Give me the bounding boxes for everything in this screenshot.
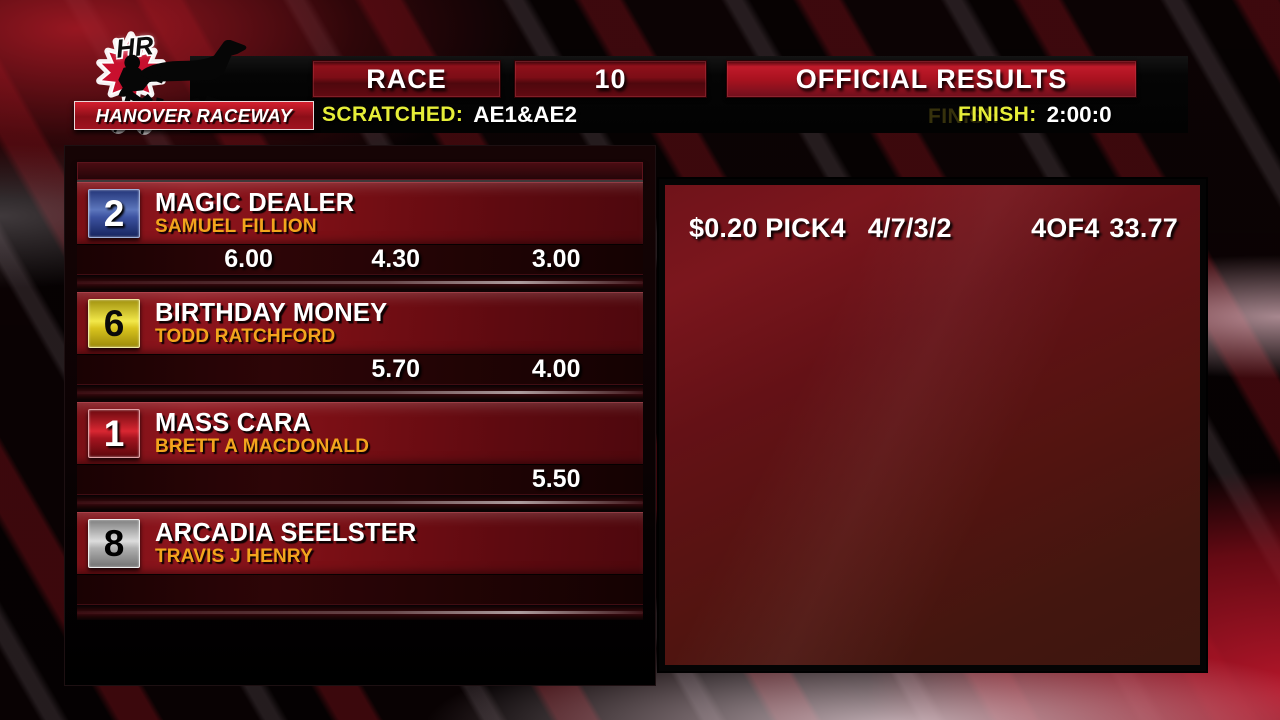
- row-divider: [77, 605, 643, 620]
- finish-label: FINISH:: [958, 103, 1037, 126]
- program-number: 8: [103, 522, 125, 564]
- show-price: 5.50: [531, 465, 581, 493]
- track-name: HANOVER RACEWAY: [95, 104, 293, 126]
- row-divider: [77, 385, 643, 400]
- program-number: 6: [103, 302, 125, 344]
- driver-name: TODD RATCHFORD: [155, 325, 336, 347]
- results-rows: 2 MAGIC DEALER SAMUEL FILLION 6.00 4.30 …: [77, 182, 643, 622]
- saddle-cloth: 1: [88, 409, 140, 458]
- payout-strip: 5.70 4.00: [77, 354, 643, 385]
- result-row: 8 ARCADIA SEELSTER TRAVIS J HENRY: [77, 512, 643, 620]
- wager-type: $0.20 PICK4: [689, 213, 846, 243]
- show-price: 4.00: [531, 355, 581, 383]
- pick4-result-line: $0.20 PICK4 4/7/3/2 4OF4 33.77: [665, 185, 1200, 244]
- finish-line: FINISH: 2:00:0: [958, 101, 1112, 129]
- official-results-box: OFFICIAL RESULTS: [726, 60, 1137, 98]
- payout-strip: [77, 574, 643, 605]
- finish-value: 2:00:0: [1046, 102, 1112, 127]
- winning-combination: 4/7/3/2: [867, 213, 952, 243]
- place-price: 5.70: [371, 355, 421, 383]
- row-divider: [77, 275, 643, 290]
- race-number: 10: [594, 63, 627, 94]
- scratched-value: AE1&AE2: [473, 102, 578, 127]
- result-row: 6 BIRTHDAY MONEY TODD RATCHFORD 5.70 4.0…: [77, 292, 643, 400]
- track-logo: HR HANOVER RACEW: [58, 28, 318, 135]
- program-number: 2: [103, 192, 125, 234]
- win-price: 6.00: [224, 245, 273, 273]
- result-row: 1 MASS CARA BRETT A MACDONALD 5.50: [77, 402, 643, 510]
- saddle-cloth: 8: [88, 519, 140, 568]
- hits: 4OF4: [1031, 213, 1100, 243]
- race-number-box: 10: [514, 60, 707, 98]
- track-name-banner: HANOVER RACEWAY: [74, 101, 314, 130]
- finish-ghost-text: FINISH: [928, 105, 1000, 128]
- payout: 33.77: [1109, 213, 1178, 243]
- exotic-wager-panel: $0.20 PICK4 4/7/3/2 4OF4 33.77: [659, 179, 1206, 671]
- saddle-cloth: 6: [88, 299, 140, 348]
- payout-strip: 5.50: [77, 464, 643, 495]
- row-divider: [77, 495, 643, 510]
- driver-name: TRAVIS J HENRY: [155, 545, 313, 567]
- horse-name: MAGIC DEALER: [155, 189, 355, 218]
- results-panel-header-strip: [77, 162, 643, 180]
- result-row: 2 MAGIC DEALER SAMUEL FILLION 6.00 4.30 …: [77, 182, 643, 290]
- driver-name: BRETT A MACDONALD: [155, 435, 370, 457]
- results-panel: 2 MAGIC DEALER SAMUEL FILLION 6.00 4.30 …: [64, 145, 656, 686]
- horse-name: BIRTHDAY MONEY: [155, 299, 388, 328]
- payout-strip: 6.00 4.30 3.00: [77, 244, 643, 275]
- driver-name: SAMUEL FILLION: [155, 215, 317, 237]
- show-price: 3.00: [531, 245, 581, 273]
- scratched-label: SCRATCHED:: [322, 103, 464, 126]
- horse-name: ARCADIA SEELSTER: [155, 519, 417, 548]
- place-price: 4.30: [371, 245, 421, 273]
- race-label-box: RACE: [312, 60, 501, 98]
- horse-name: MASS CARA: [155, 409, 312, 438]
- program-number: 1: [103, 412, 125, 454]
- race-label: RACE: [366, 63, 447, 94]
- saddle-cloth: 2: [88, 189, 140, 238]
- official-results-label: OFFICIAL RESULTS: [795, 63, 1068, 94]
- scratched-line: SCRATCHED: AE1&AE2: [322, 101, 577, 129]
